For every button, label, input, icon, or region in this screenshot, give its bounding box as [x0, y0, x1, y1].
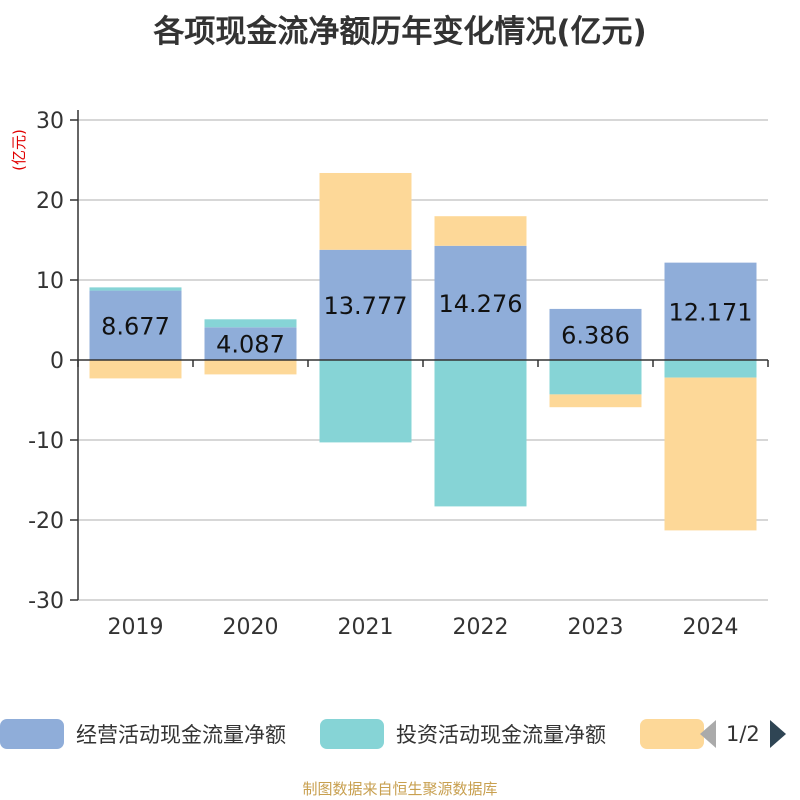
legend-swatch-investing: [320, 719, 384, 749]
legend-pager: 1/2: [700, 716, 786, 752]
bar-2024-series-1: [664, 360, 757, 378]
x-tick-label: 2019: [108, 615, 164, 640]
bar-2019-series-1: [89, 287, 182, 291]
legend-item-financing[interactable]: [640, 716, 704, 752]
x-tick-label: 2020: [223, 615, 279, 640]
bar-chart: -30 -20 -10 0 10 20 30 2019 2020 2021 2022 2023 2024…: [10, 109, 769, 640]
y-unit-label: (亿元): [10, 129, 28, 171]
x-tick-label: 2021: [338, 615, 394, 640]
bar-2024-series-2: [664, 377, 757, 531]
legend: 经营活动现金流量净额 投资活动现金流量净额: [0, 716, 800, 752]
bar-2023-series-1: [549, 360, 642, 395]
data-labels: 8.677 4.087 13.777 14.276 6.386 12.171: [101, 290, 752, 359]
pager-text: 1/2: [726, 722, 760, 746]
data-label-2024: 12.171: [669, 298, 753, 326]
bar-2021-series-1: [319, 360, 412, 443]
bar-2022-series-0: [434, 245, 527, 360]
x-tick-label: 2024: [683, 615, 739, 640]
y-tick-label: -20: [28, 509, 64, 534]
y-tick-label: -30: [28, 589, 64, 614]
legend-item-investing[interactable]: 投资活动现金流量净额: [320, 716, 606, 752]
y-tick-label: 0: [50, 349, 64, 374]
bar-2023-series-0: [549, 308, 642, 360]
bar-2021-series-2: [319, 172, 412, 250]
data-label-2021: 13.777: [324, 292, 408, 320]
x-tick-label: 2022: [453, 615, 509, 640]
y-tick-label: -10: [28, 429, 64, 454]
data-label-2020: 4.087: [216, 331, 285, 359]
axes: -30 -20 -10 0 10 20 30 2019 2020 2021 2022 2023 2024: [28, 109, 769, 640]
legend-swatch-financing: [640, 719, 704, 749]
gridlines: [78, 119, 768, 601]
data-label-2022: 14.276: [439, 290, 523, 318]
y-tick-label: 10: [36, 269, 64, 294]
bar-2020-series-1: [204, 319, 297, 328]
bar-2019-series-0: [89, 290, 182, 360]
bar-2020-series-0: [204, 327, 297, 360]
legend-label-investing: 投资活动现金流量净额: [396, 723, 606, 747]
y-tick-label: 30: [36, 109, 64, 134]
pager-prev-icon[interactable]: [700, 720, 716, 748]
x-tick-label: 2023: [568, 615, 624, 640]
legend-swatch-operating: [0, 719, 64, 749]
bar-2023-series-2: [549, 394, 642, 408]
legend-label-operating: 经营活动现金流量净额: [76, 723, 286, 747]
data-label-2019: 8.677: [101, 312, 170, 340]
y-tick-label: 20: [36, 189, 64, 214]
data-label-2023: 6.386: [561, 321, 630, 349]
pager-next-icon[interactable]: [769, 720, 786, 748]
bar-2021-series-0: [319, 249, 412, 360]
legend-item-operating[interactable]: 经营活动现金流量净额: [0, 716, 286, 752]
bar-2022-series-2: [434, 216, 527, 246]
bars: [89, 172, 757, 531]
source-note: 制图数据来自恒生聚源数据库: [302, 780, 498, 798]
bar-2019-series-2: [89, 360, 182, 379]
chart-title: 各项现金流净额历年变化情况(亿元): [153, 14, 647, 50]
bar-2022-series-1: [434, 360, 527, 507]
bar-2024-series-0: [664, 262, 757, 360]
bar-2020-series-2: [204, 360, 297, 375]
